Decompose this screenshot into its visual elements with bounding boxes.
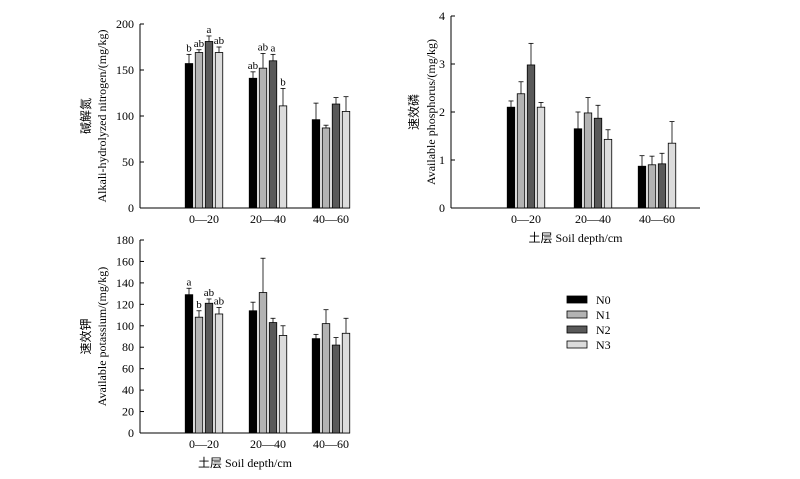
bar-n2: [268, 60, 278, 209]
x-tick-label: 0—20: [511, 212, 541, 226]
legend-label-n1: N1: [596, 308, 611, 322]
bar-n3: [278, 335, 288, 434]
legend-label-n2: N2: [596, 323, 611, 337]
y-tick-label: 0: [128, 201, 134, 215]
y-tick-label: 40: [122, 383, 134, 397]
bar-n3: [341, 332, 351, 434]
significance-letter: ab: [214, 35, 225, 47]
legend-label-n3: N3: [596, 338, 611, 352]
bar-n3: [603, 138, 613, 209]
legend-swatch-n2: [566, 325, 588, 334]
bar-n2: [331, 103, 341, 209]
significance-letter: b: [196, 299, 202, 311]
bar-n3: [667, 142, 677, 209]
y-tick-label: 3: [439, 57, 445, 71]
x-tick-label: 40—60: [639, 212, 675, 226]
y-tick-label: 180: [116, 233, 134, 247]
significance-letter: b: [280, 76, 286, 88]
bar-n3: [341, 111, 351, 209]
bar-n0: [248, 310, 258, 434]
bar-n3: [536, 106, 546, 209]
bar-n1: [258, 292, 268, 434]
y-axis-label-cn: 速效钾: [78, 318, 93, 354]
bar-n1: [583, 112, 593, 209]
x-tick-label: 0—20: [189, 212, 219, 226]
significance-letter: ab: [204, 287, 215, 299]
bar-n0: [248, 77, 258, 209]
legend-swatch-n3: [566, 340, 588, 349]
significance-letter: ab: [194, 38, 205, 50]
bar-n0: [311, 119, 321, 209]
y-tick-label: 120: [116, 297, 134, 311]
y-tick-label: 20: [122, 405, 134, 419]
y-tick-label: 100: [116, 109, 134, 123]
bar-n1: [516, 93, 526, 209]
y-axis-label: Available phosphorus/(mg/kg): [424, 39, 438, 185]
x-tick-label: 40—60: [313, 212, 349, 226]
significance-letter: ab: [258, 41, 269, 53]
x-tick-label: 20—40: [575, 212, 611, 226]
bar-n2: [526, 64, 536, 209]
bar-n0: [311, 338, 321, 434]
x-axis-label: 土层 Soil depth/cm: [529, 231, 624, 245]
y-tick-label: 160: [116, 254, 134, 268]
y-tick-label: 1: [439, 153, 445, 167]
bar-n2: [331, 344, 341, 434]
bar-n2: [593, 117, 603, 209]
bar-n1: [258, 67, 268, 209]
y-tick-label: 200: [116, 17, 134, 31]
bar-n1: [321, 127, 331, 209]
significance-letter: b: [186, 42, 192, 54]
y-tick-label: 50: [122, 155, 134, 169]
legend: N0 N1 N2 N3: [566, 293, 611, 352]
x-tick-label: 20—40: [250, 212, 286, 226]
x-tick-label: 40—60: [313, 437, 349, 451]
significance-letter: a: [187, 276, 192, 288]
bar-n2: [204, 41, 214, 209]
significance-letter: a: [271, 42, 276, 54]
bar-n2: [204, 302, 214, 434]
y-tick-label: 4: [439, 9, 445, 23]
x-tick-label: 20—40: [250, 437, 286, 451]
bar-n0: [573, 128, 583, 209]
y-axis-label: Alkali-hydrolyzed nitrogen/(mg/kg): [95, 30, 109, 203]
legend-swatch-n0: [566, 295, 588, 304]
bar-n0: [637, 165, 647, 209]
y-axis-label-cn: 碱解氮: [78, 98, 93, 134]
x-axis-label: 土层 Soil depth/cm: [198, 456, 293, 470]
significance-letter: ab: [214, 296, 225, 308]
y-tick-label: 80: [122, 340, 134, 354]
bar-n3: [214, 52, 224, 209]
y-tick-label: 2: [439, 105, 445, 119]
y-tick-label: 60: [122, 362, 134, 376]
bar-n2: [268, 322, 278, 434]
legend-label-n0: N0: [596, 293, 611, 307]
x-tick-label: 0—20: [189, 437, 219, 451]
significance-letter: ab: [248, 60, 259, 72]
y-tick-label: 100: [116, 319, 134, 333]
legend-swatch-n1: [566, 310, 588, 319]
chart-phosphorus: 0 1 2 3 4 0—20 20—40 40—60 速效磷 Available phosphor…: [406, 9, 700, 245]
y-tick-label: 150: [116, 63, 134, 77]
bar-n3: [278, 105, 288, 209]
bar-n1: [647, 164, 657, 209]
y-tick-label: 140: [116, 276, 134, 290]
y-tick-label: 0: [439, 201, 445, 215]
bar-n0: [184, 63, 194, 209]
bar-n0: [184, 294, 194, 434]
y-tick-label: 0: [128, 426, 134, 440]
bar-n1: [321, 323, 331, 434]
bar-n1: [194, 316, 204, 434]
bar-n3: [214, 313, 224, 434]
bar-n0: [506, 106, 516, 209]
y-axis-label: Available potassium/(mg/kg): [95, 267, 109, 406]
bar-n2: [657, 163, 667, 209]
y-axis-label-cn: 速效磷: [406, 94, 421, 130]
bar-n1: [194, 52, 204, 209]
significance-letter: a: [207, 24, 212, 36]
chart-potassium: 0 20 40 60 80 100 120 140 160 180 0—20 20—40 40—60 ab…: [78, 233, 351, 470]
